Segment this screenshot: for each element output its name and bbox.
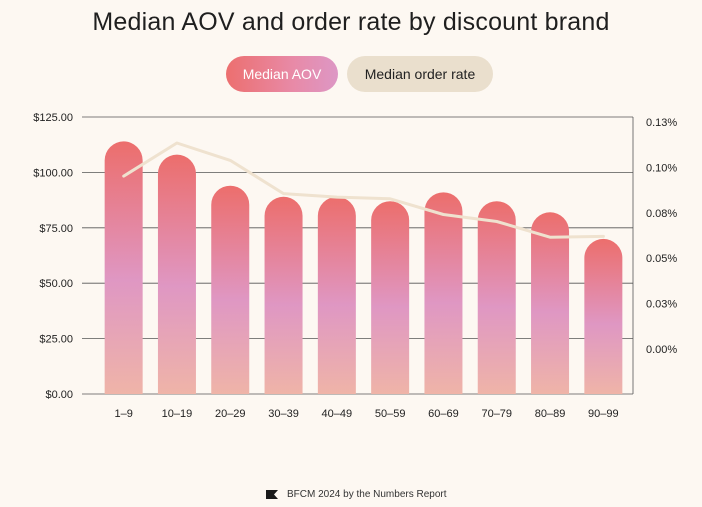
footer-text: BFCM 2024 by the Numbers Report (287, 488, 447, 500)
x-tick-label: 90–99 (588, 408, 619, 420)
bar-median-aov (317, 196, 356, 394)
y-left-tick-label: $100.00 (33, 167, 73, 179)
x-tick-label: 60–69 (428, 408, 459, 420)
y-right-tick-label: 0.03% (646, 299, 677, 311)
bar-median-aov (477, 201, 516, 394)
bar-median-aov (157, 154, 196, 394)
chart-title: Median AOV and order rate by discount br… (92, 8, 610, 36)
y-right-tick-label: 0.05% (646, 253, 677, 265)
bar-median-aov (104, 141, 143, 394)
x-tick-label: 20–29 (215, 408, 246, 420)
bar-median-aov (211, 185, 250, 394)
y-left-tick-label: $50.00 (39, 278, 73, 290)
x-tick-label: 80–89 (535, 408, 566, 420)
y-right-tick-label: 0.10% (646, 162, 677, 174)
legend: Median AOV Median order rate (0, 56, 702, 94)
x-tick-label: 10–19 (162, 408, 193, 420)
footer: BFCM 2024 by the Numbers Report (265, 486, 447, 502)
legend-median-order-rate: Median order rate (347, 56, 493, 92)
y-right-tick-label: 0.08% (646, 208, 677, 220)
y-right-tick-label: 0.13% (646, 117, 677, 129)
bar-median-aov (424, 192, 463, 394)
y-left-tick-label: $75.00 (39, 223, 73, 235)
x-tick-label: 40–49 (322, 408, 353, 420)
line-median-order-rate (122, 141, 605, 239)
bar-median-aov (584, 238, 623, 394)
y-left-tick-label: $125.00 (33, 112, 73, 124)
y-left-tick-label: $0.00 (45, 389, 73, 401)
report-logo-icon (266, 489, 278, 499)
x-tick-label: 70–79 (481, 408, 512, 420)
bar-median-aov (371, 201, 410, 394)
bar-line-chart: $125.00 $100.00 $75.00 $50.00 $25.00 $0.00 0.1… (33, 112, 677, 420)
x-tick-label: 50–59 (375, 408, 406, 420)
bar-median-aov (531, 212, 570, 394)
y-left-tick-label: $25.00 (39, 334, 73, 346)
legend-median-aov: Median AOV (226, 56, 338, 92)
x-tick-label: 30–39 (268, 408, 299, 420)
bar-median-aov (264, 196, 303, 394)
x-tick-label: 1–9 (114, 408, 132, 420)
y-right-tick-label: 0.00% (646, 344, 677, 356)
